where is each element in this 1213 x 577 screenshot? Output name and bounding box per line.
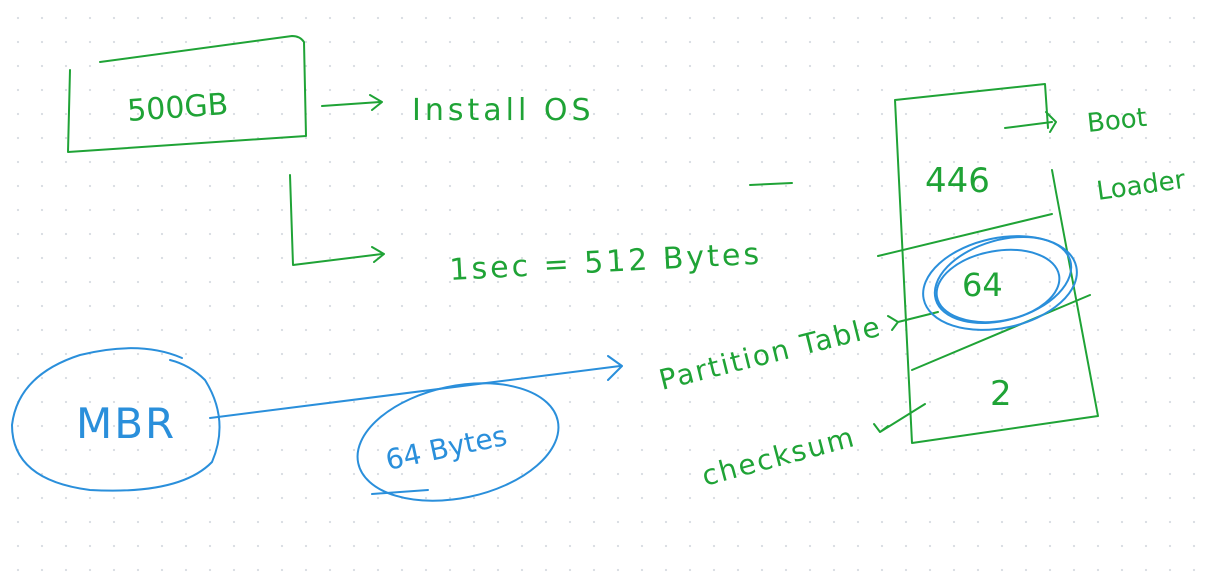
mbr-size-underline (371, 489, 429, 495)
sector-connector (289, 174, 385, 266)
boot-loader-label-1: Boot (1086, 103, 1149, 139)
disk-box (67, 35, 307, 153)
boot-loader-pointer (1004, 111, 1057, 133)
segment-checksum: 2 (990, 374, 1012, 414)
mbr-circle (11, 347, 221, 492)
mbr-label: MBR (76, 399, 176, 448)
mbr-arrow (209, 355, 623, 419)
install-os-label: Install OS (412, 93, 595, 128)
sector-label: 1sec = 512 Bytes (449, 237, 763, 288)
divider-partition (911, 294, 1091, 371)
partition-table-label: Partition Table (656, 310, 885, 397)
partition-highlight-circle-1 (922, 235, 1078, 331)
install-os-arrow (321, 94, 383, 111)
boot-loader-label-2: Loader (1095, 165, 1188, 207)
checksum-label: checksum (698, 420, 859, 493)
divider-boot (877, 213, 1053, 257)
partition-highlight-circle-3 (935, 248, 1061, 324)
stray-dash (749, 182, 793, 186)
mbr-size-label: 64 Bytes (383, 419, 510, 477)
segment-partition-table: 64 (962, 266, 1003, 304)
segment-boot-loader: 446 (925, 161, 990, 201)
mbr-size-circle (356, 382, 560, 502)
disk-size-label: 500GB (126, 87, 229, 129)
checksum-pointer (873, 403, 926, 433)
partition-table-pointer (887, 311, 939, 331)
